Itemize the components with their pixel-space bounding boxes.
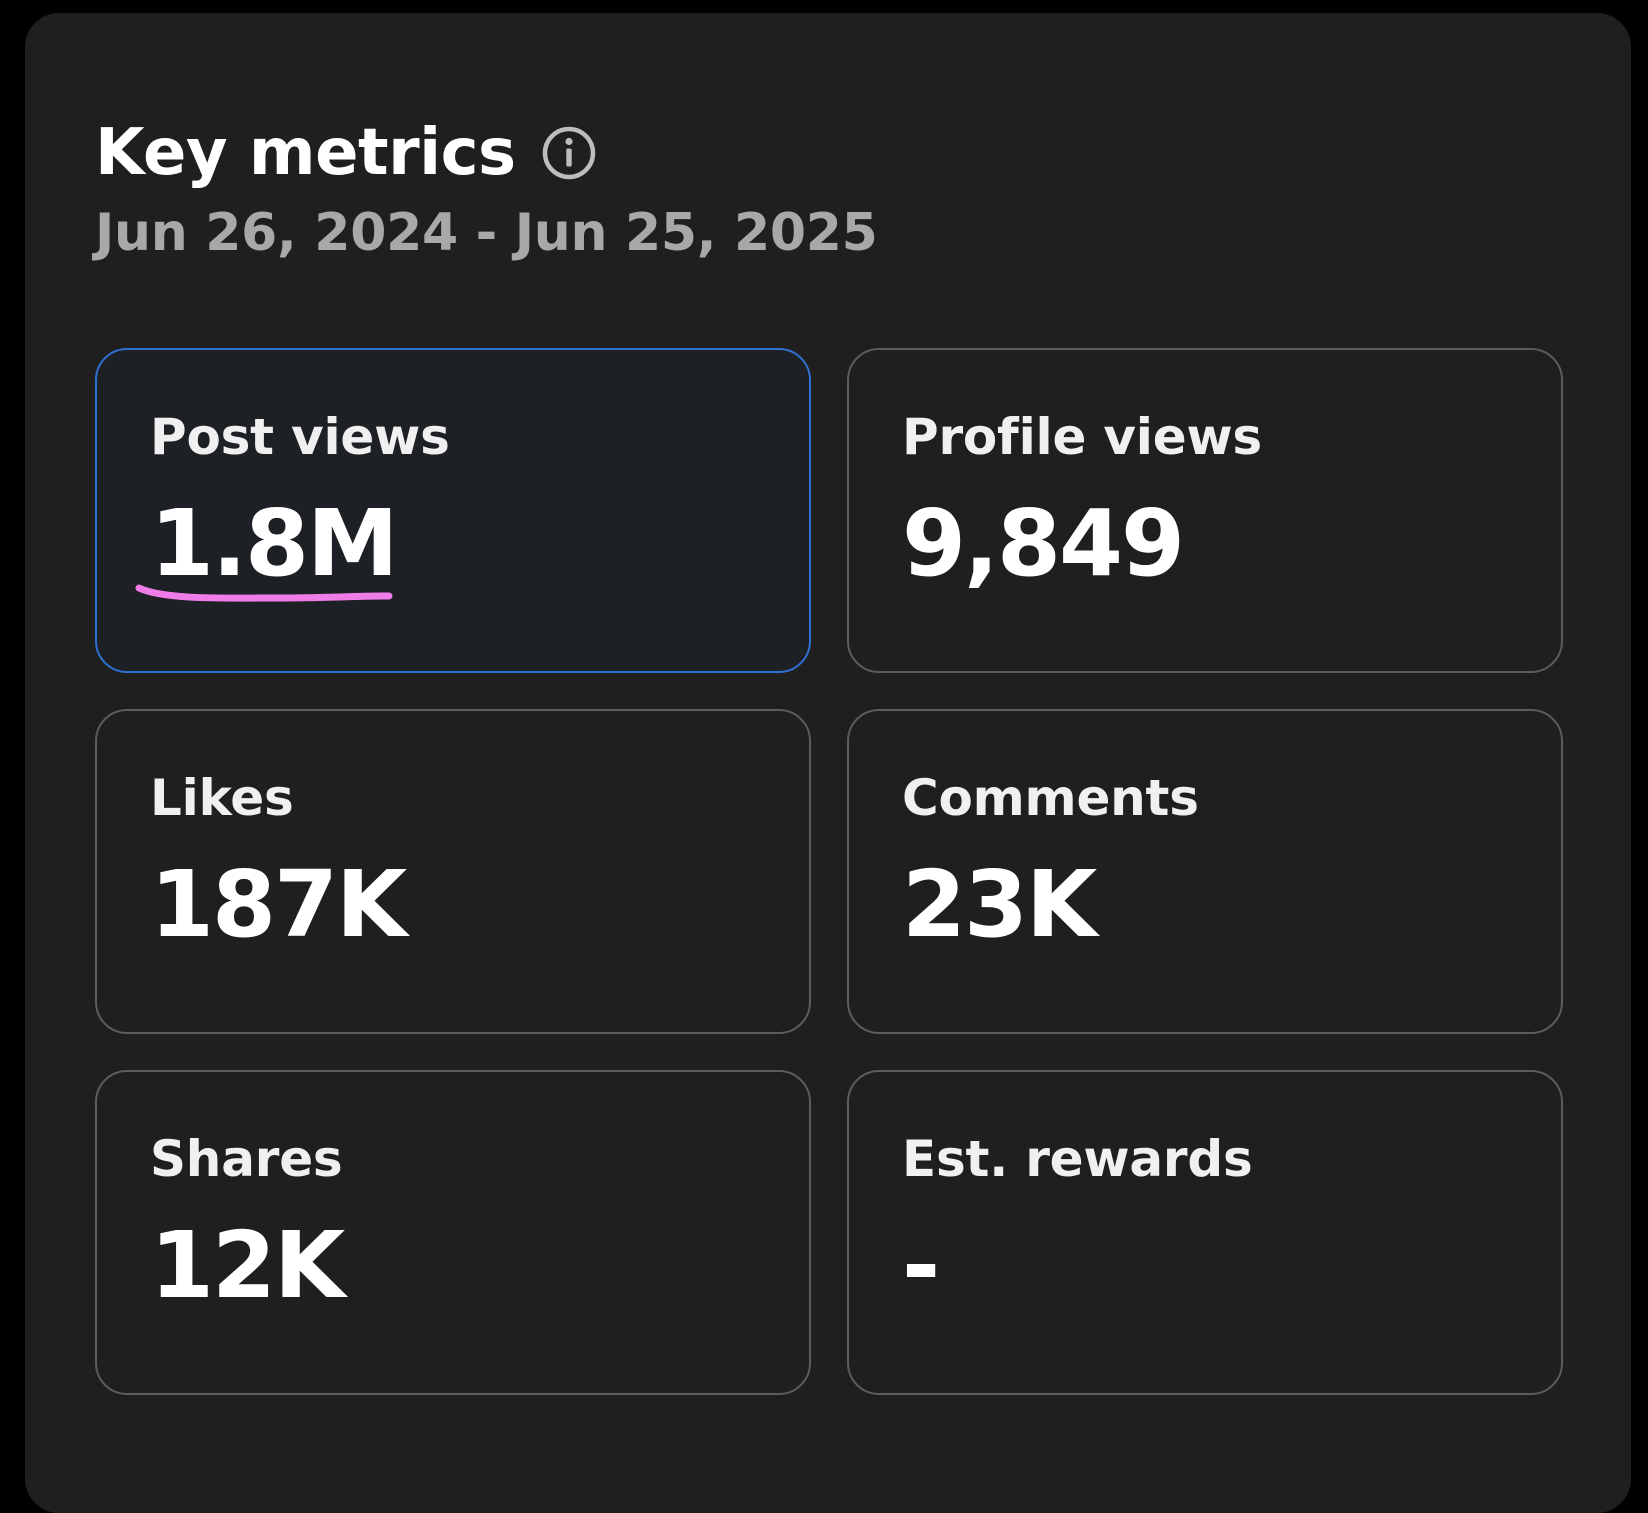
metric-label: Post views [150,408,450,466]
metric-card-likes[interactable]: Likes 187K [95,709,811,1034]
annotation-underline [135,584,393,602]
metric-label: Profile views [902,408,1262,466]
metric-card-profile-views[interactable]: Profile views 9,849 [847,348,1563,673]
metric-label: Comments [902,769,1199,827]
date-range: Jun 26, 2024 - Jun 25, 2025 [95,203,878,263]
metric-card-est-rewards[interactable]: Est. rewards - [847,1070,1563,1395]
metric-value: 23K [902,851,1097,958]
page-title: Key metrics [95,116,516,190]
metrics-grid: Post views 1.8M Profile views 9,849 Like… [95,348,1563,1395]
metric-card-shares[interactable]: Shares 12K [95,1070,811,1395]
metric-card-comments[interactable]: Comments 23K [847,709,1563,1034]
metric-value: 12K [150,1212,345,1319]
title-row: Key metrics [95,113,878,193]
metric-label: Est. rewards [902,1130,1253,1188]
panel-header: Key metrics Jun 26, 2024 - Jun 25, 2025 [95,113,878,263]
metric-label: Likes [150,769,294,827]
metric-label: Shares [150,1130,343,1188]
info-icon[interactable] [540,124,598,182]
metric-value: 1.8M [150,490,399,597]
key-metrics-panel: Key metrics Jun 26, 2024 - Jun 25, 2025 … [25,13,1631,1513]
metric-card-post-views[interactable]: Post views 1.8M [95,348,811,673]
metric-value: - [902,1212,940,1319]
metric-value: 187K [150,851,407,958]
metric-value: 9,849 [902,490,1185,597]
